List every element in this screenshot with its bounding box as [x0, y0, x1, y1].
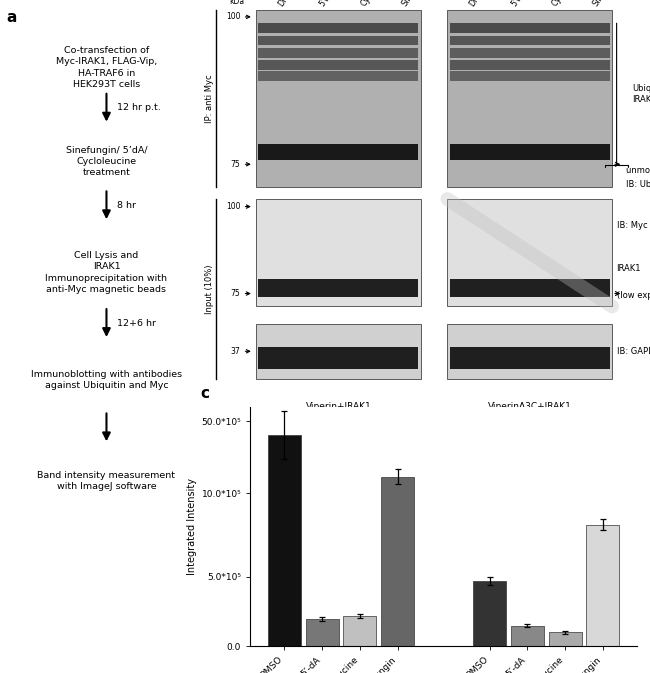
Bar — [258, 347, 419, 369]
Bar — [447, 324, 612, 379]
Text: IB: Ub: IB: Ub — [625, 180, 650, 189]
Text: DMSO: DMSO — [468, 0, 489, 8]
Bar — [473, 581, 506, 646]
Text: IB: GAPDH: IB: GAPDH — [617, 347, 650, 356]
Bar — [258, 23, 419, 33]
Text: 37: 37 — [231, 347, 240, 356]
Bar — [586, 524, 619, 646]
Text: ViperinΔ3C+IRAK1
+TRAF6: ViperinΔ3C+IRAK1 +TRAF6 — [488, 402, 572, 421]
Bar — [256, 9, 421, 187]
Bar — [258, 71, 419, 81]
Text: Immunoblotting with antibodies
against Ubiquitin and Myc: Immunoblotting with antibodies against U… — [31, 370, 182, 390]
Bar — [447, 199, 612, 306]
Text: Cycloleucine: Cycloleucine — [551, 0, 587, 8]
Bar — [450, 61, 610, 70]
Y-axis label: Integrated Intensity: Integrated Intensity — [187, 478, 198, 575]
Text: Cycloleucine: Cycloleucine — [359, 0, 396, 8]
Text: Viperin+IRAK1
+TRAF6: Viperin+IRAK1 +TRAF6 — [306, 402, 371, 421]
Text: 75: 75 — [231, 160, 240, 169]
Bar — [258, 48, 419, 58]
Bar — [511, 625, 544, 646]
Text: IP: anti Myc: IP: anti Myc — [205, 74, 214, 123]
Text: (low exposure): (low exposure) — [617, 291, 650, 300]
Bar — [450, 145, 610, 160]
Bar — [306, 619, 339, 646]
Text: 75: 75 — [231, 289, 240, 298]
Bar — [450, 71, 610, 81]
Text: 12 hr p.t.: 12 hr p.t. — [117, 103, 161, 112]
Bar — [450, 36, 610, 45]
Bar — [450, 347, 610, 369]
Text: Ubiquitinated
IRAK1: Ubiquitinated IRAK1 — [632, 84, 650, 104]
Bar — [258, 145, 419, 160]
Text: 100: 100 — [226, 12, 240, 22]
Bar — [268, 435, 301, 646]
Text: Co-transfection of
Myc-IRAK1, FLAG-Vip,
HA-TRAF6 in
HEK293T cells: Co-transfection of Myc-IRAK1, FLAG-Vip, … — [56, 46, 157, 89]
Text: DMSO: DMSO — [276, 0, 298, 8]
Text: unmodified IRAK1: unmodified IRAK1 — [625, 166, 650, 175]
Text: Sinefungin: Sinefungin — [400, 0, 432, 8]
Text: 5'dA: 5'dA — [509, 0, 527, 8]
Bar — [549, 633, 582, 646]
Text: Sinefungin: Sinefungin — [592, 0, 623, 8]
Bar — [450, 279, 610, 297]
Bar — [256, 324, 421, 379]
Text: Band intensity measurement
with ImageJ software: Band intensity measurement with ImageJ s… — [38, 471, 176, 491]
Text: kDa: kDa — [229, 0, 245, 6]
Text: Cell Lysis and
IRAK1
Immunoprecipitation with
anti-Myc magnetic beads: Cell Lysis and IRAK1 Immunoprecipitation… — [46, 251, 168, 294]
Text: c: c — [200, 386, 209, 400]
Text: a: a — [6, 10, 16, 25]
Bar — [450, 48, 610, 58]
Text: IRAK1: IRAK1 — [617, 264, 641, 273]
Bar — [382, 476, 414, 646]
Text: IB: Myc: IB: Myc — [617, 221, 647, 230]
Text: Input (10%): Input (10%) — [205, 264, 214, 314]
Text: Sinefungin/ 5’dA/
Cycloleucine
treatment: Sinefungin/ 5’dA/ Cycloleucine treatment — [66, 145, 148, 178]
Bar — [258, 36, 419, 45]
Bar — [256, 199, 421, 306]
Bar — [343, 616, 376, 646]
Bar — [447, 9, 612, 187]
Text: 12+6 hr: 12+6 hr — [117, 318, 156, 328]
Bar — [258, 279, 419, 297]
Bar — [450, 23, 610, 33]
Text: 8 hr: 8 hr — [117, 201, 136, 210]
Text: 5'dA: 5'dA — [318, 0, 335, 8]
Bar — [258, 61, 419, 70]
Text: 100: 100 — [226, 202, 240, 211]
